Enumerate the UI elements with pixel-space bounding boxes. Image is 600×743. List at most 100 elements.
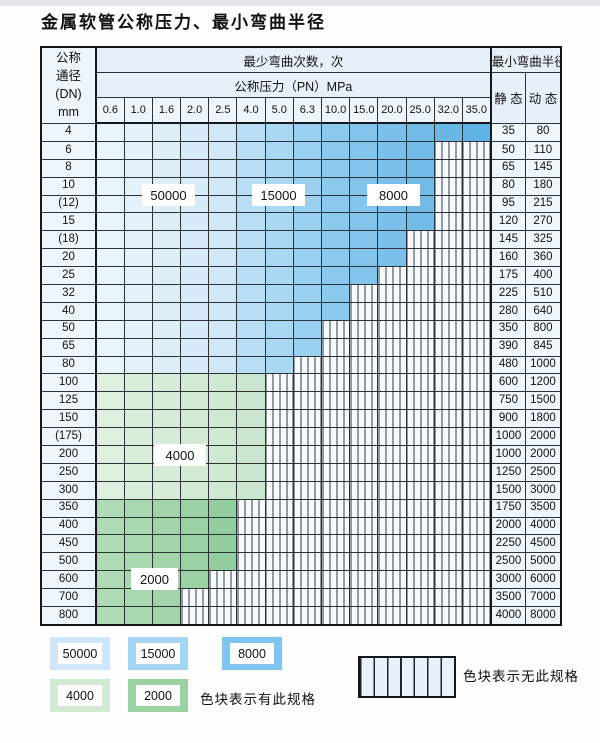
dynamic-radius-cell: 110 — [525, 140, 562, 160]
dynamic-radius-cell: 80 — [525, 122, 562, 142]
table-row: 4 35 80 — [40, 122, 562, 142]
pressure-column-header: 35.0 — [461, 97, 492, 124]
no-spec-cell — [349, 534, 379, 554]
spec-cell — [349, 266, 379, 286]
dynamic-radius-cell: 510 — [525, 284, 562, 303]
no-spec-cell — [349, 301, 379, 321]
table-body: 4 35 80 6 50 110 8 65 145 10 80 180 (12) 95 215 15 120 27… — [40, 122, 562, 626]
spec-cell — [349, 230, 379, 250]
static-radius-cell: 1000 — [489, 427, 527, 447]
no-spec-cell — [349, 427, 379, 447]
no-spec-cell — [349, 462, 379, 482]
static-radius-cell: 35 — [489, 122, 527, 142]
no-spec-cell — [405, 337, 435, 357]
no-spec-cell — [292, 498, 323, 518]
spec-cell — [349, 122, 379, 142]
spec-cell — [123, 552, 153, 572]
no-spec-cell — [320, 319, 351, 339]
spec-cell — [151, 301, 182, 321]
spec-cell — [95, 462, 125, 482]
dn-cell: 350 — [40, 498, 97, 518]
spec-cell — [123, 266, 153, 286]
no-spec-cell — [264, 445, 294, 464]
no-spec-cell — [405, 284, 435, 303]
spec-cell — [123, 427, 153, 447]
pressure-column-header: 20.0 — [377, 97, 407, 124]
no-spec-cell — [264, 588, 294, 608]
spec-cell — [95, 248, 125, 268]
no-spec-cell — [461, 445, 492, 464]
spec-cell — [180, 427, 210, 447]
dn-cell: 65 — [40, 337, 97, 357]
spec-cell — [264, 230, 294, 250]
static-radius-cell: 3000 — [489, 570, 527, 590]
spec-cell — [180, 373, 210, 393]
spec-cell — [264, 301, 294, 321]
static-radius-cell: 160 — [489, 248, 527, 268]
static-radius-cell: 1750 — [489, 498, 527, 518]
no-spec-cell — [433, 319, 463, 339]
spec-cell — [95, 194, 125, 214]
dynamic-radius-cell: 8000 — [525, 606, 562, 626]
spec-cell — [236, 212, 266, 232]
no-spec-cell — [349, 409, 379, 429]
no-spec-cell — [264, 427, 294, 447]
no-spec-cell — [320, 462, 351, 482]
spec-cell — [151, 552, 182, 572]
legend-swatch-15000: 15000 — [128, 637, 188, 670]
region-label-4000: 4000 — [154, 444, 206, 466]
dynamic-radius-cell: 3500 — [525, 498, 562, 518]
spec-cell — [180, 230, 210, 250]
dn-cell: 25 — [40, 266, 97, 286]
dynamic-radius-cell: 845 — [525, 337, 562, 357]
static-radius-cell: 175 — [489, 266, 527, 286]
dynamic-radius-cell: 2000 — [525, 445, 562, 464]
no-spec-cell — [377, 319, 407, 339]
spec-cell — [320, 284, 351, 303]
table-row: 700 3500 7000 — [40, 588, 562, 608]
no-spec-cell — [320, 606, 351, 626]
dynamic-radius-cell: 360 — [525, 248, 562, 268]
no-spec-cell — [349, 606, 379, 626]
spec-cell — [236, 480, 266, 500]
spec-cell — [180, 534, 210, 554]
dn-cell: 400 — [40, 516, 97, 536]
dynamic-radius-cell: 2500 — [525, 462, 562, 482]
spec-cell — [180, 409, 210, 429]
no-spec-cell — [461, 230, 492, 250]
static-radius-cell: 225 — [489, 284, 527, 303]
no-spec-cell — [236, 498, 266, 518]
no-spec-cell — [208, 588, 238, 608]
dn-header-line: 通径 — [55, 69, 81, 84]
no-spec-cell — [264, 498, 294, 518]
spec-cell — [123, 301, 153, 321]
no-spec-cell — [320, 552, 351, 572]
spec-cell — [151, 516, 182, 536]
no-spec-cell — [461, 212, 492, 232]
no-spec-cell — [377, 606, 407, 626]
no-spec-cell — [461, 158, 492, 178]
no-spec-cell — [264, 570, 294, 590]
dn-cell: (175) — [40, 427, 97, 447]
no-spec-cell — [180, 588, 210, 608]
legend-swatch-label: 2000 — [136, 685, 180, 706]
spec-cell — [95, 158, 125, 178]
no-spec-cell — [461, 391, 492, 411]
spec-cell — [151, 266, 182, 286]
spec-cell — [180, 570, 210, 590]
pressure-column-header: 1.6 — [151, 97, 182, 124]
spec-cell — [95, 176, 125, 196]
no-spec-cell — [236, 552, 266, 572]
no-spec-cell — [433, 498, 463, 518]
spec-cell — [95, 212, 125, 232]
spec-cell — [320, 248, 351, 268]
spec-cell — [123, 212, 153, 232]
no-spec-cell — [264, 606, 294, 626]
dn-header-line: (DN) — [55, 87, 82, 102]
pressure-column-header: 1.0 — [123, 97, 153, 124]
page-title: 金属软管公称压力、最小弯曲半径 — [41, 13, 326, 33]
no-spec-cell — [461, 552, 492, 572]
no-spec-cell — [320, 427, 351, 447]
spec-cell — [151, 122, 182, 142]
table-row: 65 390 845 — [40, 337, 562, 357]
